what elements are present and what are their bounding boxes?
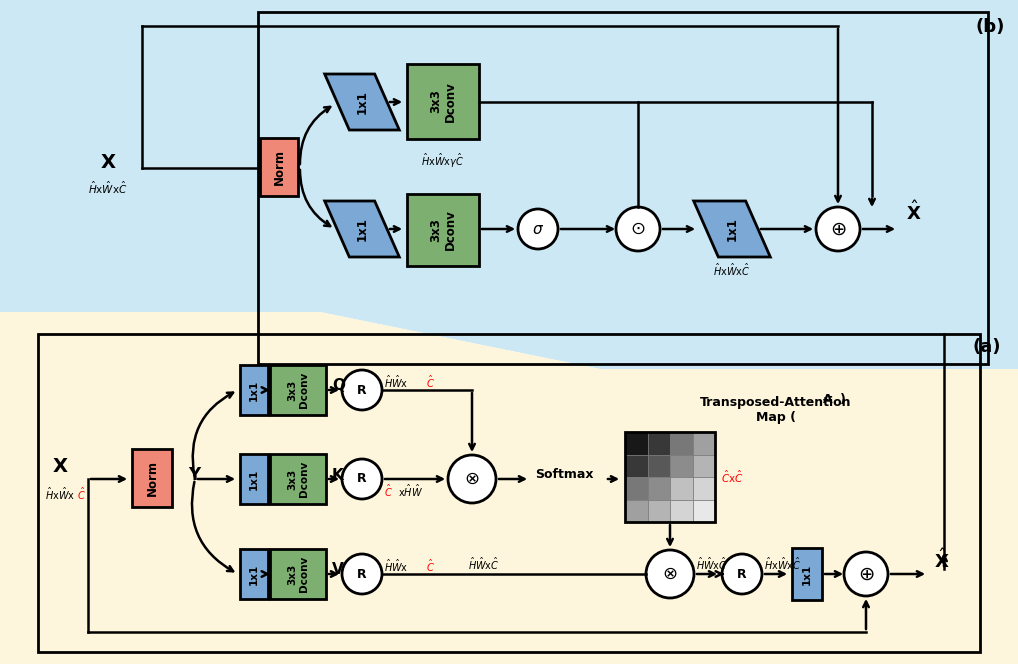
Text: Norm: Norm xyxy=(273,149,285,185)
Circle shape xyxy=(844,552,888,596)
Text: $\hat{H}$x$\hat{W}$x$\hat{C}$: $\hat{H}$x$\hat{W}$x$\hat{C}$ xyxy=(714,262,750,278)
FancyBboxPatch shape xyxy=(407,64,479,139)
Text: $\oplus$: $\oplus$ xyxy=(830,220,846,238)
Text: $\hat{C}$: $\hat{C}$ xyxy=(426,374,435,390)
Text: Norm: Norm xyxy=(146,460,159,496)
Text: $\mathbf{A}$: $\mathbf{A}$ xyxy=(822,393,834,406)
Text: $\odot$: $\odot$ xyxy=(630,220,645,238)
Circle shape xyxy=(646,550,694,598)
Text: Transposed-Attention
Map (: Transposed-Attention Map ( xyxy=(700,396,851,424)
Text: $\hat{H}$x$\hat{W}$x$\hat{C}$: $\hat{H}$x$\hat{W}$x$\hat{C}$ xyxy=(89,180,128,196)
Text: $\otimes$: $\otimes$ xyxy=(663,565,678,583)
Text: R: R xyxy=(357,384,366,396)
FancyBboxPatch shape xyxy=(670,432,692,454)
Text: $\hat{\mathbf{X}}$: $\hat{\mathbf{X}}$ xyxy=(934,548,950,572)
FancyBboxPatch shape xyxy=(692,477,715,499)
Circle shape xyxy=(518,209,558,249)
FancyBboxPatch shape xyxy=(625,454,647,477)
Text: $\mathbf{X}$: $\mathbf{X}$ xyxy=(52,457,68,477)
FancyBboxPatch shape xyxy=(647,477,670,499)
Text: $\hat{C}$x$\hat{C}$: $\hat{C}$x$\hat{C}$ xyxy=(721,469,743,485)
FancyBboxPatch shape xyxy=(647,454,670,477)
Text: V: V xyxy=(332,562,344,578)
Text: $\hat{H}\hat{W}$x$\hat{C}$: $\hat{H}\hat{W}$x$\hat{C}$ xyxy=(696,556,728,572)
FancyBboxPatch shape xyxy=(270,549,326,599)
Text: 1x1: 1x1 xyxy=(249,563,259,584)
Text: $\hat{C}$: $\hat{C}$ xyxy=(384,483,393,499)
Text: Y: Y xyxy=(188,466,201,484)
Text: 3x3
Dconv: 3x3 Dconv xyxy=(429,210,457,250)
FancyBboxPatch shape xyxy=(270,454,326,504)
Polygon shape xyxy=(325,74,399,130)
Text: $\hat{H}\hat{W}$x$\hat{C}$: $\hat{H}\hat{W}$x$\hat{C}$ xyxy=(468,556,500,572)
FancyBboxPatch shape xyxy=(625,432,647,454)
FancyBboxPatch shape xyxy=(240,365,268,415)
Text: x$\hat{H}\hat{W}$: x$\hat{H}\hat{W}$ xyxy=(398,483,423,499)
Text: $\hat{C}$: $\hat{C}$ xyxy=(426,558,435,574)
Polygon shape xyxy=(693,201,771,257)
FancyBboxPatch shape xyxy=(670,499,692,522)
Text: 3x3
Dconv: 3x3 Dconv xyxy=(287,372,308,408)
FancyBboxPatch shape xyxy=(792,548,822,600)
Text: (a): (a) xyxy=(972,338,1001,356)
Text: 1x1: 1x1 xyxy=(249,379,259,400)
FancyBboxPatch shape xyxy=(625,499,647,522)
Polygon shape xyxy=(0,0,1018,369)
Text: $\otimes$: $\otimes$ xyxy=(464,470,479,488)
FancyBboxPatch shape xyxy=(407,194,479,266)
Text: 1x1: 1x1 xyxy=(355,217,369,241)
FancyBboxPatch shape xyxy=(670,454,692,477)
Text: 3x3
Dconv: 3x3 Dconv xyxy=(287,461,308,497)
FancyBboxPatch shape xyxy=(692,432,715,454)
Circle shape xyxy=(816,207,860,251)
Circle shape xyxy=(342,459,382,499)
FancyBboxPatch shape xyxy=(260,138,298,196)
Text: $\hat{H}$x$\hat{W}$x$\hat{C}$: $\hat{H}$x$\hat{W}$x$\hat{C}$ xyxy=(764,556,801,572)
Text: 1x1: 1x1 xyxy=(726,217,738,241)
Text: R: R xyxy=(357,568,366,580)
Text: ): ) xyxy=(840,393,846,406)
Text: $\hat{H}$x$\hat{W}$x$\gamma\hat{C}$: $\hat{H}$x$\hat{W}$x$\gamma\hat{C}$ xyxy=(421,152,464,170)
Polygon shape xyxy=(0,312,1018,664)
Circle shape xyxy=(448,455,496,503)
Text: R: R xyxy=(357,473,366,485)
FancyBboxPatch shape xyxy=(270,365,326,415)
Text: $\hat{H}\hat{W}$x: $\hat{H}\hat{W}$x xyxy=(384,374,408,390)
Text: 1x1: 1x1 xyxy=(802,563,812,584)
Text: $\hat{H}\hat{W}$x: $\hat{H}\hat{W}$x xyxy=(384,558,408,574)
FancyBboxPatch shape xyxy=(132,449,172,507)
Text: $\sigma$: $\sigma$ xyxy=(532,222,544,236)
Text: 1x1: 1x1 xyxy=(249,468,259,489)
Text: 3x3
Dconv: 3x3 Dconv xyxy=(429,81,457,122)
FancyBboxPatch shape xyxy=(692,454,715,477)
Polygon shape xyxy=(325,201,399,257)
Text: $\hat{C}$: $\hat{C}$ xyxy=(34,486,87,502)
Text: $\mathbf{X}$: $\mathbf{X}$ xyxy=(100,153,116,171)
FancyBboxPatch shape xyxy=(647,499,670,522)
FancyBboxPatch shape xyxy=(240,549,268,599)
Text: R: R xyxy=(737,568,747,580)
Text: Softmax: Softmax xyxy=(535,469,593,481)
FancyBboxPatch shape xyxy=(240,454,268,504)
Text: Q: Q xyxy=(332,378,345,394)
Circle shape xyxy=(342,554,382,594)
Circle shape xyxy=(616,207,660,251)
Text: 1x1: 1x1 xyxy=(355,90,369,114)
Circle shape xyxy=(722,554,762,594)
Circle shape xyxy=(342,370,382,410)
FancyBboxPatch shape xyxy=(670,477,692,499)
Text: K: K xyxy=(332,467,344,483)
FancyBboxPatch shape xyxy=(625,477,647,499)
Text: 3x3
Dconv: 3x3 Dconv xyxy=(287,556,308,592)
Text: $\oplus$: $\oplus$ xyxy=(858,564,874,584)
Text: (b): (b) xyxy=(975,18,1005,36)
FancyBboxPatch shape xyxy=(647,432,670,454)
Text: $\hat{\mathbf{X}}$: $\hat{\mathbf{X}}$ xyxy=(906,200,921,224)
Text: $\hat{H}$x$\hat{W}$x: $\hat{H}$x$\hat{W}$x xyxy=(45,486,75,502)
FancyBboxPatch shape xyxy=(692,499,715,522)
